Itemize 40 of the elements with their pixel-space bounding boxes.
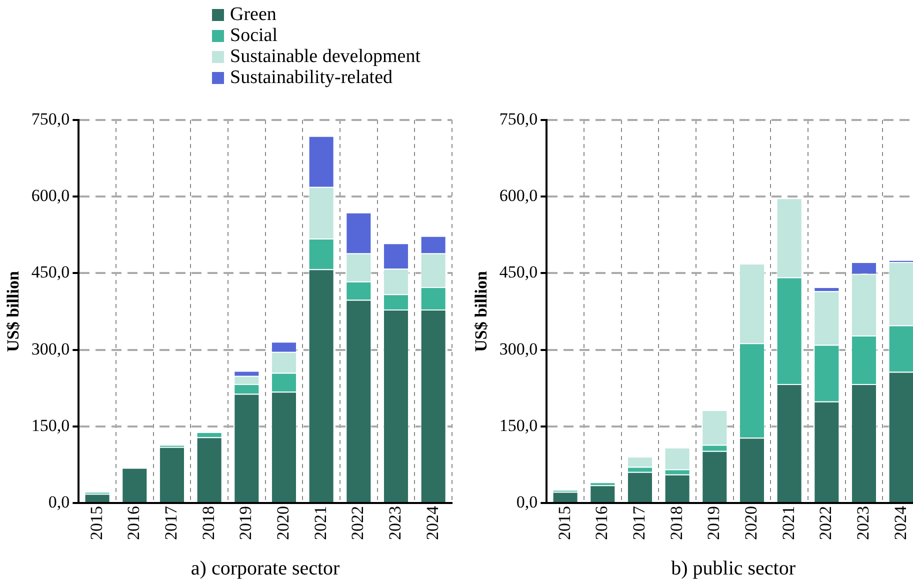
x-tick-label: 2021 [778,506,798,540]
x-axis-title: a) corporate sector [190,557,340,580]
y-tick-label: 600,0 [499,186,538,206]
y-tick-label: 300,0 [31,339,70,358]
x-tick-label: 2018 [666,506,686,540]
x-tick-label: 2024 [890,506,910,540]
y-tick-label: 300,0 [499,339,538,358]
x-tick-label: 2024 [422,506,442,540]
x-tick-label: 2016 [124,506,144,540]
x-tick-label: 2023 [853,506,872,540]
x-axis-title: b) public sector [671,557,796,580]
x-tick-label: 2019 [236,506,256,540]
y-axis-title: US$ billion [472,270,491,352]
x-tick-label: 2017 [161,506,180,540]
legend-label: Sustainability-related [230,67,393,88]
y-tick-label: 0,0 [48,492,70,512]
y-tick-label: 600,0 [31,186,70,206]
x-tick-label: 2017 [629,506,648,540]
y-tick-label: 750,0 [31,109,70,128]
y-tick-label: 450,0 [31,262,70,282]
legend-label: Sustainable development [230,46,420,67]
x-tick-label: 2023 [385,506,404,540]
y-tick-label: 150,0 [499,416,538,435]
x-tick-label: 2022 [816,506,836,540]
x-tick-label: 2018 [198,506,218,540]
y-axis-title: US$ billion [4,270,23,352]
x-tick-label: 2021 [310,506,330,540]
x-tick-label: 2020 [273,506,292,540]
x-tick-label: 2020 [741,506,760,540]
y-tick-label: 450,0 [499,262,538,282]
legend-label: Social [230,25,278,46]
y-tick-label: 750,0 [499,109,538,128]
x-tick-label: 2016 [592,506,612,540]
x-tick-label: 2015 [554,506,574,540]
legend-label: Green [230,4,276,25]
x-tick-label: 2019 [704,506,724,540]
x-tick-label: 2015 [86,506,106,540]
y-tick-label: 0,0 [516,492,538,512]
x-tick-label: 2022 [348,506,368,540]
y-tick-label: 150,0 [31,416,70,435]
